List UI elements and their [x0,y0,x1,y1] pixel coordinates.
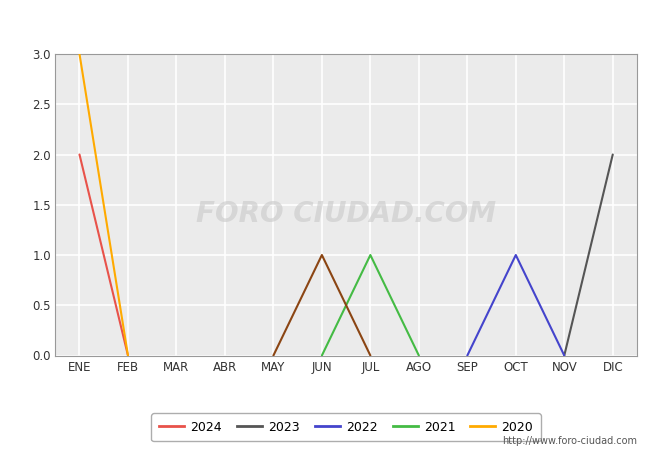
Text: http://www.foro-ciudad.com: http://www.foro-ciudad.com [502,436,637,446]
Text: FORO CIUDAD.COM: FORO CIUDAD.COM [196,200,496,228]
Legend: 2024, 2023, 2022, 2021, 2020: 2024, 2023, 2022, 2021, 2020 [151,413,541,441]
Text: Matriculaciones de Vehículos en Manjarrés: Matriculaciones de Vehículos en Manjarré… [148,15,502,34]
